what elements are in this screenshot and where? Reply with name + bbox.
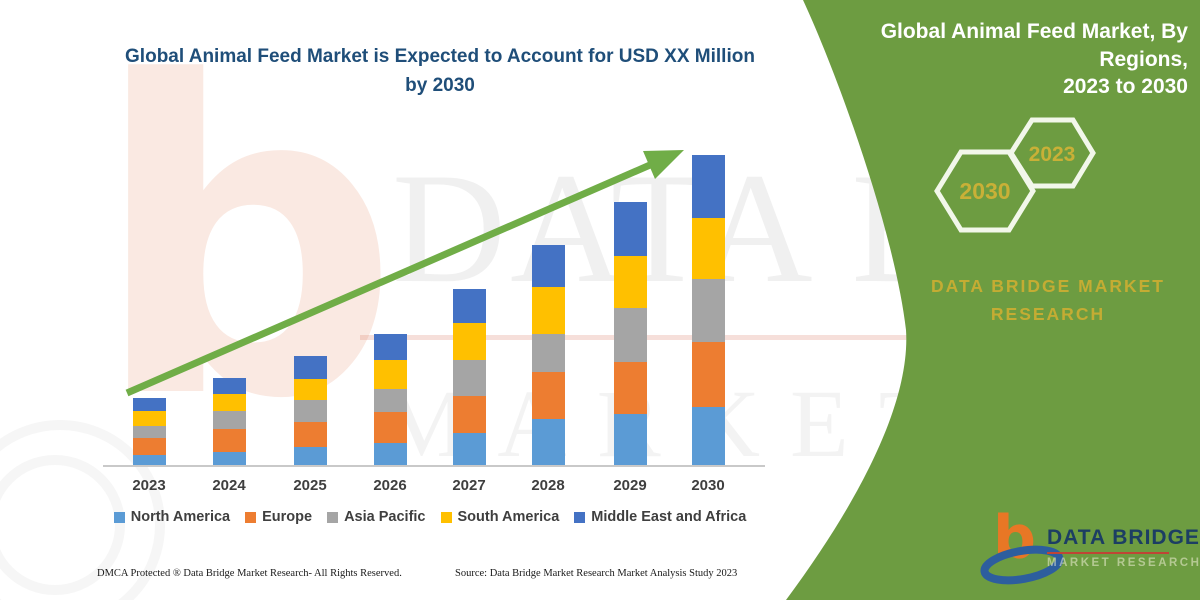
- segment-middle-east-and-africa: [691, 155, 725, 218]
- footer-source-text: Source: Data Bridge Market Research Mark…: [455, 568, 738, 579]
- bar-2029: [613, 202, 647, 466]
- segment-north-america: [691, 407, 725, 466]
- legend: North America Europe Asia Pacific South Ame…: [88, 509, 772, 525]
- segment-europe: [452, 396, 486, 433]
- x-axis-label-2028: 2028: [531, 477, 565, 494]
- segment-asia-pacific: [531, 334, 565, 372]
- bar-2024: [212, 378, 246, 466]
- legend-item-asia-pacific: Asia Pacific: [327, 509, 426, 525]
- watermark-circle-arc: [0, 455, 125, 595]
- segment-europe: [293, 422, 327, 447]
- legend-swatch-icon: [440, 511, 452, 523]
- trend-arrow-head: [643, 150, 684, 179]
- segment-south-america: [613, 256, 647, 308]
- segment-middle-east-and-africa: [212, 378, 246, 394]
- x-axis-label-2029: 2029: [613, 477, 647, 494]
- legend-item-south-america: South America: [440, 509, 560, 525]
- x-axis-label-2024: 2024: [212, 477, 246, 494]
- legend-item-north-america: North America: [113, 509, 231, 525]
- bar-2023: [132, 398, 166, 466]
- footer-dmca-text: DMCA Protected ® Data Bridge Market Rese…: [97, 568, 402, 579]
- x-axis-label-2023: 2023: [132, 477, 166, 494]
- segment-south-america: [531, 287, 565, 334]
- bar-2027: [452, 289, 486, 466]
- x-axis-label-2030: 2030: [691, 477, 725, 494]
- segment-middle-east-and-africa: [452, 289, 486, 323]
- legend-label: Europe: [262, 509, 313, 525]
- segment-north-america: [452, 433, 486, 466]
- segment-south-america: [691, 218, 725, 279]
- segment-south-america: [212, 394, 246, 411]
- legend-swatch-icon: [574, 511, 586, 523]
- segment-north-america: [531, 419, 565, 466]
- segment-north-america: [212, 452, 246, 466]
- x-axis-line: [103, 465, 765, 467]
- segment-asia-pacific: [613, 308, 647, 362]
- chart-title-line2: by 2030: [405, 75, 475, 97]
- bar-2030: [691, 155, 725, 466]
- segment-europe: [132, 438, 166, 455]
- segment-asia-pacific: [373, 389, 407, 412]
- segment-north-america: [613, 414, 647, 466]
- legend-swatch-icon: [113, 511, 125, 523]
- segment-europe: [691, 342, 725, 407]
- bar-2025: [293, 356, 327, 466]
- legend-label: Asia Pacific: [344, 509, 426, 525]
- segment-south-america: [373, 360, 407, 389]
- legend-item-middle-east-and-africa: Middle East and Africa: [574, 509, 746, 525]
- segment-europe: [531, 372, 565, 419]
- legend-swatch-icon: [245, 511, 257, 523]
- chart-title-line1: Global Animal Feed Market is Expected to…: [125, 46, 755, 67]
- segment-asia-pacific: [132, 426, 166, 438]
- segment-south-america: [452, 323, 486, 360]
- segment-europe: [212, 429, 246, 452]
- segment-south-america: [132, 411, 166, 426]
- segment-middle-east-and-africa: [373, 334, 407, 360]
- watermark-circle-arc: [0, 420, 165, 600]
- x-axis-label-2026: 2026: [373, 477, 407, 494]
- chart-title: Global Animal Feed Market is Expected to…: [110, 42, 770, 101]
- bar-2028: [531, 245, 565, 466]
- segment-south-america: [293, 379, 327, 400]
- legend-item-europe: Europe: [245, 509, 312, 525]
- legend-swatch-icon: [327, 511, 339, 523]
- segment-north-america: [373, 443, 407, 466]
- segment-middle-east-and-africa: [132, 398, 166, 411]
- segment-middle-east-and-africa: [531, 245, 565, 287]
- legend-label: Middle East and Africa: [591, 509, 747, 525]
- legend-label: South America: [457, 509, 560, 525]
- segment-asia-pacific: [691, 279, 725, 342]
- segment-asia-pacific: [212, 411, 246, 429]
- bar-2026: [373, 334, 407, 466]
- segment-north-america: [293, 447, 327, 466]
- legend-label: North America: [130, 509, 231, 525]
- segment-north-america: [132, 455, 166, 466]
- segment-asia-pacific: [293, 400, 327, 422]
- segment-europe: [613, 362, 647, 414]
- x-axis-label-2025: 2025: [293, 477, 327, 494]
- segment-middle-east-and-africa: [293, 356, 327, 379]
- segment-middle-east-and-africa: [613, 202, 647, 256]
- x-axis-label-2027: 2027: [452, 477, 486, 494]
- segment-europe: [373, 412, 407, 443]
- segment-asia-pacific: [452, 360, 486, 396]
